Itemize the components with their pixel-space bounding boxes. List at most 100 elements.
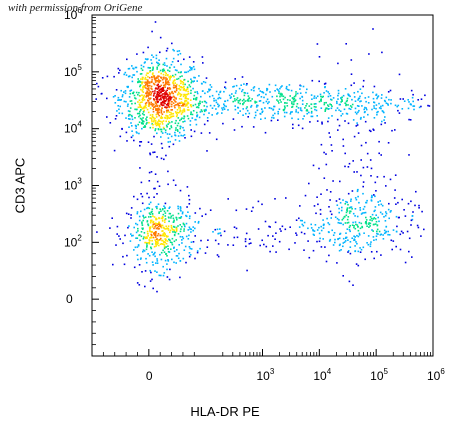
event-dot bbox=[174, 122, 177, 124]
event-dot bbox=[166, 228, 168, 230]
event-dot bbox=[322, 95, 324, 98]
event-dot bbox=[283, 105, 286, 107]
event-dot bbox=[155, 95, 158, 97]
event-dot bbox=[365, 219, 368, 221]
event-dot bbox=[277, 119, 279, 121]
event-dot bbox=[139, 114, 141, 117]
event-dot bbox=[114, 102, 117, 104]
event-dot bbox=[165, 57, 168, 60]
event-dot bbox=[163, 97, 166, 99]
event-dot bbox=[250, 89, 253, 91]
event-dot bbox=[163, 272, 166, 274]
event-dot bbox=[148, 242, 151, 245]
event-dot bbox=[157, 62, 159, 65]
event-dot bbox=[327, 231, 330, 233]
event-dot bbox=[203, 109, 206, 111]
event-dot bbox=[173, 229, 175, 232]
event-dot bbox=[180, 125, 182, 128]
event-dot bbox=[163, 244, 166, 246]
event-dot bbox=[145, 257, 147, 260]
event-dot bbox=[172, 112, 174, 115]
event-dot bbox=[265, 100, 268, 103]
event-dot bbox=[184, 89, 186, 92]
event-dot bbox=[163, 84, 165, 86]
event-dot bbox=[165, 154, 167, 157]
event-dot bbox=[359, 251, 362, 253]
event-dot bbox=[322, 223, 325, 226]
event-dot bbox=[141, 107, 144, 110]
event-dot bbox=[169, 206, 171, 208]
event-dot bbox=[372, 230, 374, 232]
event-dot bbox=[173, 233, 176, 236]
event-dot bbox=[347, 221, 350, 224]
event-dot bbox=[175, 119, 177, 122]
event-dot bbox=[205, 77, 208, 79]
event-dot bbox=[179, 111, 181, 113]
event-dot bbox=[184, 225, 186, 228]
event-dot bbox=[173, 66, 176, 68]
event-dot bbox=[148, 203, 151, 205]
event-dot bbox=[335, 109, 337, 112]
event-dot bbox=[304, 107, 306, 109]
event-dot bbox=[172, 143, 175, 146]
event-dot bbox=[171, 109, 173, 111]
event-dot bbox=[95, 98, 97, 100]
event-dot bbox=[387, 233, 389, 236]
event-dot bbox=[291, 117, 293, 120]
event-dot bbox=[155, 87, 157, 90]
event-dot bbox=[129, 90, 131, 92]
event-dot bbox=[412, 105, 414, 107]
event-dot bbox=[420, 235, 422, 237]
event-dot bbox=[237, 106, 239, 109]
event-dot bbox=[190, 228, 192, 231]
event-dot bbox=[97, 85, 100, 88]
event-dot bbox=[141, 122, 143, 124]
event-dot bbox=[153, 227, 155, 230]
event-dot bbox=[183, 87, 185, 90]
event-dot bbox=[158, 81, 160, 84]
event-dot bbox=[154, 234, 157, 236]
event-dot bbox=[166, 83, 169, 85]
event-dot bbox=[106, 75, 109, 78]
event-dot bbox=[349, 252, 352, 255]
event-dot bbox=[148, 207, 151, 210]
event-dot bbox=[295, 234, 298, 236]
event-dot bbox=[180, 118, 183, 121]
event-dots bbox=[95, 21, 431, 293]
event-dot bbox=[389, 178, 392, 181]
event-dot bbox=[373, 117, 376, 119]
event-dot bbox=[362, 166, 365, 169]
event-dot bbox=[242, 108, 244, 110]
event-dot bbox=[176, 255, 179, 257]
event-dot bbox=[279, 94, 282, 96]
event-dot bbox=[411, 96, 414, 99]
event-dot bbox=[146, 108, 149, 111]
event-dot bbox=[130, 100, 133, 102]
event-dot bbox=[234, 108, 237, 111]
event-dot bbox=[292, 97, 294, 99]
event-dot bbox=[353, 82, 355, 84]
event-dot bbox=[377, 216, 379, 219]
event-dot bbox=[152, 151, 154, 154]
event-dot bbox=[310, 112, 313, 114]
event-dot bbox=[194, 91, 196, 93]
event-dot bbox=[381, 51, 383, 54]
event-dot bbox=[208, 132, 211, 134]
event-dot bbox=[219, 91, 221, 94]
event-dot bbox=[145, 237, 147, 240]
event-dot bbox=[179, 107, 181, 109]
event-dot bbox=[163, 158, 165, 161]
event-dot bbox=[169, 212, 172, 215]
event-dot bbox=[133, 266, 136, 269]
event-dot bbox=[129, 100, 132, 102]
event-dot bbox=[173, 84, 175, 87]
y-tick-label: 0 bbox=[66, 292, 73, 306]
event-dot bbox=[240, 84, 242, 86]
event-dot bbox=[189, 66, 191, 68]
event-dot bbox=[146, 245, 148, 247]
event-dot bbox=[371, 229, 373, 231]
event-dot bbox=[181, 239, 183, 241]
event-dot bbox=[188, 252, 191, 254]
event-dot bbox=[128, 96, 131, 98]
